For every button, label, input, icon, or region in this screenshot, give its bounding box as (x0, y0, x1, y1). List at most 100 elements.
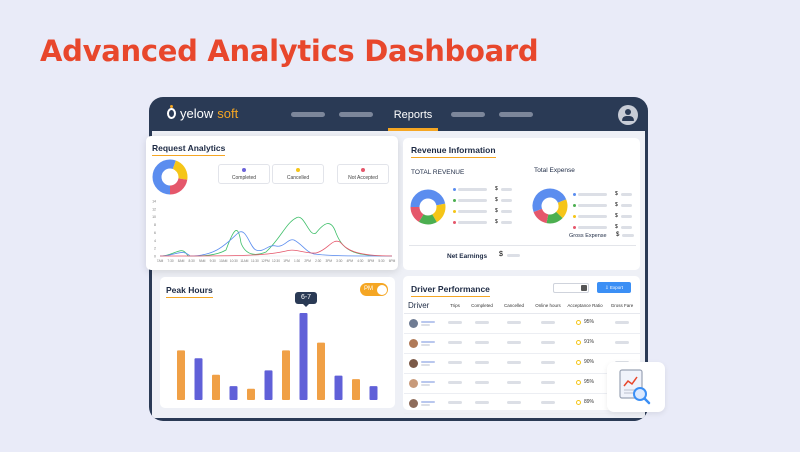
donut-segment-green (532, 188, 568, 224)
breakdown-value (621, 226, 632, 229)
acceptance-ratio-cell: 89% (566, 393, 604, 414)
driver-table: Driver Trips Completed Cancelled Online … (404, 299, 640, 414)
user-avatar-icon[interactable] (618, 105, 638, 125)
peak-tooltip: 6-7 (295, 292, 317, 307)
revenue-donut-chart (410, 189, 446, 225)
report-search-icon (619, 369, 651, 405)
legend-dot (296, 168, 300, 172)
table-row[interactable]: 95% (404, 313, 640, 334)
breakdown-value (621, 204, 632, 207)
breakdown-currency: $ (615, 191, 618, 197)
nav-item-2[interactable] (339, 112, 373, 117)
total-expense-label: Total Expense (534, 167, 575, 174)
table-row[interactable]: 91% (404, 333, 640, 354)
peak-bar[interactable] (369, 386, 378, 400)
legend-dot (573, 204, 576, 207)
table-row[interactable]: 95% (404, 373, 640, 394)
am-pm-toggle[interactable]: PM (360, 283, 388, 296)
breakdown-value (501, 188, 512, 191)
table-row[interactable]: 89% (404, 393, 640, 414)
donut-segment-red (410, 189, 446, 225)
request-analytics-card: Request Analytics Completed Cancelled No… (146, 136, 398, 270)
acceptance-ratio-cell: 91% (566, 333, 604, 354)
table-cell (466, 333, 498, 354)
brand-prefix: yelow (180, 106, 214, 121)
nav-item-5[interactable] (499, 112, 533, 117)
breakdown-currency: $ (495, 208, 498, 214)
peak-bar[interactable] (194, 358, 203, 400)
nav-item-1[interactable] (291, 112, 325, 117)
brand-suffix: soft (217, 106, 239, 121)
donut-segment-blue (532, 188, 568, 224)
peak-hours-title: Peak Hours (166, 285, 213, 298)
breakdown-value (621, 215, 632, 218)
legend-completed: Completed (218, 164, 270, 184)
breakdown-currency: $ (495, 197, 498, 203)
legend-dot (573, 193, 576, 196)
breakdown-value (501, 199, 512, 202)
legend-dot (573, 226, 576, 229)
table-cell (444, 393, 466, 414)
peak-bar[interactable] (247, 388, 255, 400)
brand-logo[interactable]: yelow soft (167, 105, 239, 121)
peak-bar[interactable] (352, 379, 360, 400)
table-cell (498, 373, 530, 394)
legend-label: Completed (231, 175, 257, 181)
driver-avatar (409, 378, 418, 388)
peak-bar[interactable] (229, 386, 238, 400)
table-cell (444, 353, 466, 374)
nav-item-4[interactable] (451, 112, 485, 117)
y-tick-label: 6 (154, 231, 156, 235)
table-cell (530, 373, 566, 394)
net-earnings-currency: $ (499, 251, 503, 258)
date-picker-input[interactable] (553, 283, 589, 293)
net-earnings-label: Net Earnings (447, 253, 488, 260)
peak-bar[interactable] (317, 342, 325, 400)
report-document-card[interactable] (607, 362, 665, 412)
breakdown-value (501, 221, 512, 224)
x-tick-label: 11AM (240, 259, 248, 263)
toggle-label: PM (364, 286, 373, 292)
table-row[interactable]: 90% (404, 353, 640, 374)
peak-bar[interactable] (282, 350, 290, 400)
col-driver: Driver (404, 299, 444, 314)
x-tick-label: 3:30 (336, 259, 342, 263)
y-tick-label: 14 (152, 200, 156, 204)
x-tick-label: 8:30 (189, 259, 195, 263)
x-tick-label: 7:30 (167, 259, 173, 263)
nav-item-reports[interactable]: Reports (388, 105, 438, 131)
peak-bar[interactable] (334, 375, 343, 400)
breakdown-value (621, 193, 632, 196)
export-label: Export (610, 285, 624, 290)
peak-bar[interactable] (177, 350, 185, 400)
legend-dot (453, 199, 456, 202)
col-gross-fare: Gross Fare (604, 299, 640, 314)
y-tick-label: 10 (152, 215, 156, 219)
table-cell (466, 393, 498, 414)
x-tick-label: 12PM (261, 259, 270, 263)
y-tick-label: 12 (152, 207, 156, 211)
table-cell (444, 373, 466, 394)
col-acceptance-ratio: Acceptance Ratio (566, 299, 604, 314)
col-trips: Trips (444, 299, 466, 314)
table-cell (498, 393, 530, 414)
y-tick-label: 0 (154, 255, 156, 259)
donut-segment-yellow (532, 188, 568, 224)
series-line-green (159, 216, 393, 257)
acceptance-ratio-value: 89% (583, 399, 594, 406)
x-tick-label: 10:30 (230, 259, 238, 263)
legend-dot (453, 188, 456, 191)
peak-bar[interactable] (264, 370, 273, 400)
table-cell (498, 333, 530, 354)
peak-bar[interactable] (299, 313, 308, 400)
breakdown-value (501, 210, 512, 213)
export-button[interactable]: ⇩ Export (597, 282, 631, 293)
legend-dot (453, 210, 456, 213)
driver-avatar (409, 318, 418, 328)
table-cell (466, 373, 498, 394)
x-tick-label: 8AM (178, 259, 185, 263)
x-tick-label: 12:30 (272, 259, 280, 263)
peak-bar[interactable] (212, 374, 220, 400)
acceptance-ratio-value: 90% (583, 359, 594, 366)
x-tick-label: 2:30 (315, 259, 321, 263)
